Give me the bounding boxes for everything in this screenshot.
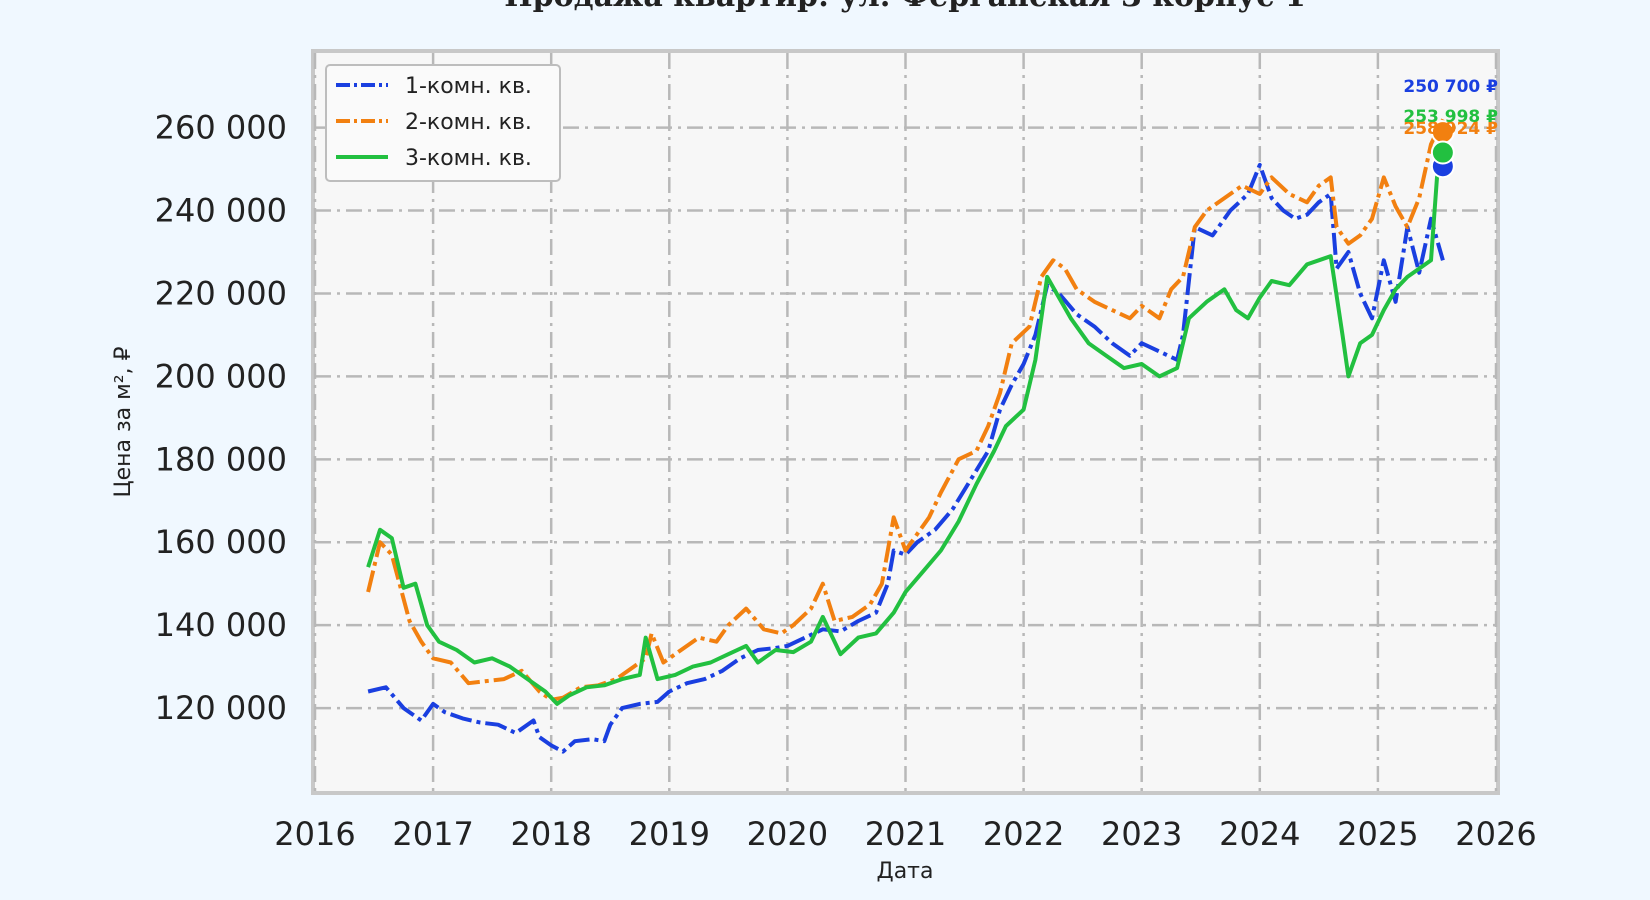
y-tick-label: 180 000 xyxy=(155,440,287,478)
end-markers: 250 700 ₽ 258 924 ₽253 998 ₽ xyxy=(1403,77,1498,179)
x-tick-label: 2019 xyxy=(629,815,710,853)
x-tick-label: 2024 xyxy=(1219,815,1300,853)
end-value-label: 253 998 ₽ xyxy=(1403,107,1498,127)
y-axis-label: Цена за м², ₽ xyxy=(111,346,136,497)
x-tick-label: 2020 xyxy=(747,815,828,853)
end-value-label: 258 924 ₽ xyxy=(1403,119,1498,139)
x-tick-label: 2023 xyxy=(1101,815,1182,853)
series-group xyxy=(366,118,1445,754)
end-value-label: 250 700 ₽ xyxy=(1403,77,1498,97)
series-line xyxy=(366,152,1445,706)
y-tick-label: 140 000 xyxy=(155,606,287,644)
x-tick-label: 2022 xyxy=(983,815,1064,853)
x-tick-label: 2021 xyxy=(865,815,946,853)
x-axis-ticks: 2016 2017 2018 2019 2020 2021 2022 2023 2024 2025… xyxy=(274,815,1536,853)
x-tick-label: 2016 xyxy=(274,815,355,853)
y-axis-ticks: 120 000 140 000 160 000 180 000 200 000 220 0… xyxy=(155,109,287,727)
y-tick-label: 120 000 xyxy=(155,689,287,727)
legend: 1-комн. кв. 2-комн. кв. 3-комн. кв. xyxy=(325,64,561,182)
y-tick-label: 160 000 xyxy=(155,523,287,561)
y-tick-label: 220 000 xyxy=(155,274,287,312)
x-axis-label: Дата xyxy=(877,859,934,884)
x-tick-label: 2026 xyxy=(1455,815,1536,853)
series-line xyxy=(367,162,1445,754)
y-tick-label: 260 000 xyxy=(155,109,287,147)
x-tick-label: 2025 xyxy=(1337,815,1418,853)
y-tick-label: 200 000 xyxy=(155,357,287,395)
chart-title: Продажа квартир: ул. Ферганская 3 корпус… xyxy=(504,0,1305,14)
x-tick-label: 2018 xyxy=(510,815,591,853)
end-point xyxy=(1430,140,1455,165)
legend-label: 1-комн. кв. xyxy=(405,74,532,99)
legend-label: 3-комн. кв. xyxy=(405,146,532,171)
legend-label: 2-комн. кв. xyxy=(405,110,532,135)
series-line xyxy=(366,118,1445,702)
x-tick-label: 2017 xyxy=(392,815,473,853)
y-tick-label: 240 000 xyxy=(155,192,287,230)
grid-lines xyxy=(313,53,1498,791)
